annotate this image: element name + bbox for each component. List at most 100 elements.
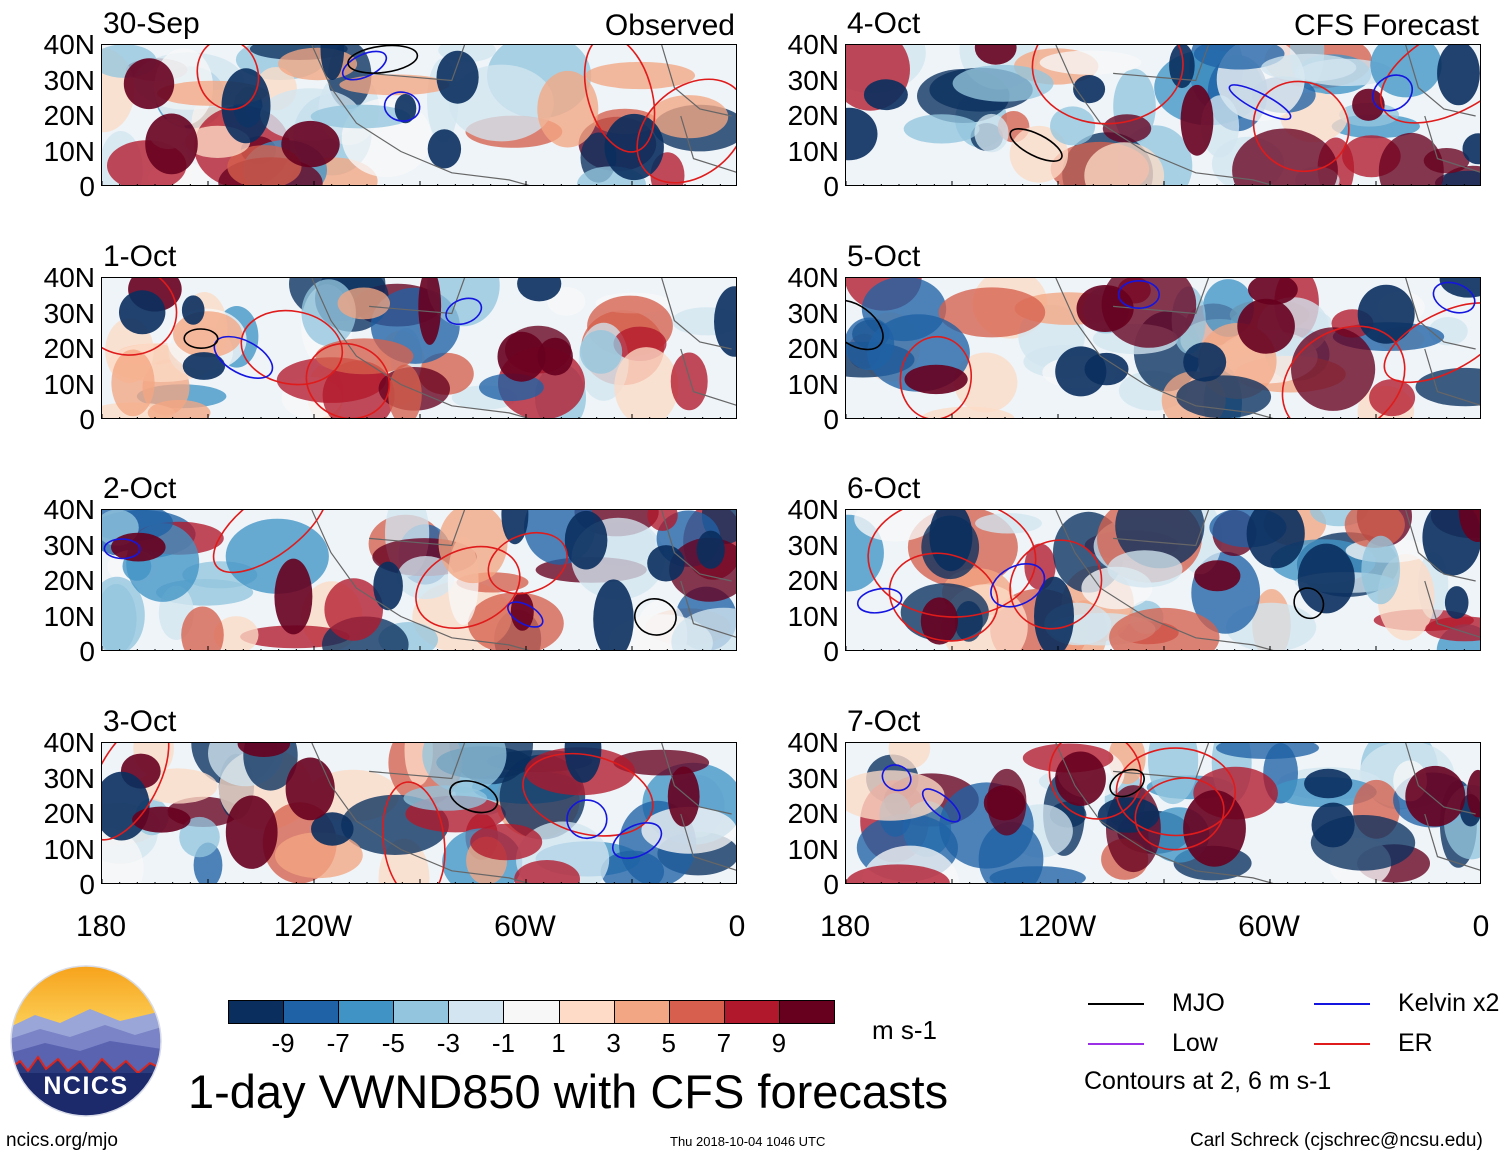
anomaly-shade xyxy=(1415,367,1480,407)
er-contour xyxy=(1009,539,1103,630)
lat-tick-label: 20N xyxy=(787,565,839,596)
anomaly-shade xyxy=(614,347,679,418)
colorbar-swatch xyxy=(338,1000,395,1024)
er-contour xyxy=(212,510,329,574)
anomaly-core xyxy=(1237,298,1295,354)
anomaly-shade xyxy=(1344,510,1405,548)
anomaly-core xyxy=(182,352,226,380)
mjo-contour xyxy=(1109,768,1145,798)
anomaly-shade xyxy=(921,406,1015,418)
anomaly-core xyxy=(181,295,205,325)
kelvin-contour xyxy=(213,335,274,379)
lon-tick-label: 120W xyxy=(273,910,353,943)
lat-tick-label: 0 xyxy=(823,404,839,435)
mjo-contour xyxy=(183,328,219,350)
anomaly-core xyxy=(1034,576,1074,650)
anomaly-core xyxy=(1352,88,1385,121)
kelvin-contour xyxy=(445,297,483,326)
anomaly-shade xyxy=(1291,327,1376,411)
anomaly-core xyxy=(537,337,573,376)
logo-text: NCICS xyxy=(43,1072,128,1100)
lat-tick-label: 20N xyxy=(43,565,95,596)
colorbar-units: m s-1 xyxy=(872,1015,937,1045)
anomaly-core xyxy=(1462,133,1480,165)
kelvin-contour xyxy=(856,587,903,614)
colorbar-swatch xyxy=(228,1000,285,1024)
er-contour xyxy=(1048,743,1142,820)
lat-tick-label: 40N xyxy=(787,262,839,293)
mjo-contour xyxy=(846,299,884,351)
er-contour xyxy=(102,278,178,356)
colorbar-swatch xyxy=(613,1000,670,1024)
anomaly-core xyxy=(564,510,608,570)
er-contour xyxy=(636,78,736,184)
anomaly-shade xyxy=(111,349,155,417)
panel-map xyxy=(101,742,737,884)
panel-tag: Observed xyxy=(604,9,735,42)
anomaly-shade xyxy=(671,607,736,650)
mjo-contour xyxy=(633,598,677,636)
anomaly-shade xyxy=(974,113,1009,153)
colorbar-label: -7 xyxy=(326,1028,350,1058)
anomaly-shade xyxy=(403,785,488,811)
panel-map xyxy=(101,44,737,186)
lat-tick-label: 30N xyxy=(43,297,95,329)
vwnd-field xyxy=(846,278,1480,418)
anomaly-core xyxy=(517,278,562,302)
kelvin-contour xyxy=(1228,84,1292,121)
anomaly-shade xyxy=(1176,375,1272,418)
panel-tag: CFS Forecast xyxy=(1293,9,1479,42)
er-contour xyxy=(102,743,170,841)
anomaly-shade xyxy=(600,850,665,883)
lat-tick-label: 10N xyxy=(43,135,95,167)
anomaly-shade xyxy=(397,556,455,600)
er-contour xyxy=(196,45,260,111)
anomaly-shade xyxy=(315,338,414,375)
anomaly-shade xyxy=(649,95,729,139)
colorbar-swatch xyxy=(558,1000,615,1024)
er-contour xyxy=(1281,325,1406,418)
kelvin-contour xyxy=(1432,281,1476,314)
kelvin-contour xyxy=(612,822,663,860)
anomaly-core xyxy=(285,757,335,821)
anomaly-shade xyxy=(579,330,623,374)
lat-tick-label: 10N xyxy=(43,368,95,400)
anomaly-core xyxy=(145,113,198,175)
anomaly-shade xyxy=(938,287,1046,338)
anomaly-core xyxy=(1194,560,1241,592)
er-contour xyxy=(583,45,656,153)
anomaly-shade xyxy=(227,145,302,185)
er-contour xyxy=(867,510,1037,618)
anomaly-shade xyxy=(975,513,1042,534)
legend-label: MJO xyxy=(1172,989,1225,1017)
anomaly-core xyxy=(237,743,290,757)
anomaly-core xyxy=(1183,342,1227,382)
panel-date: 3-Oct xyxy=(103,705,177,738)
lat-tick-label: 40N xyxy=(787,29,839,60)
footer-url[interactable]: ncics.org/mjo xyxy=(6,1130,118,1151)
anomaly-core xyxy=(904,364,968,395)
lat-tick-label: 20N xyxy=(43,333,95,364)
lat-tick-label: 10N xyxy=(787,368,839,400)
panel-map xyxy=(101,509,737,651)
panel-map xyxy=(845,44,1481,186)
lat-tick-label: 0 xyxy=(823,636,839,667)
anomaly-shade xyxy=(1261,53,1357,82)
anomaly-core xyxy=(1405,765,1466,827)
colorbar-swatch xyxy=(393,1000,450,1024)
er-contour xyxy=(487,531,568,595)
kelvin-contour xyxy=(383,91,421,122)
vwnd-field xyxy=(846,45,1480,185)
anomaly-core xyxy=(123,58,175,110)
er-contour xyxy=(1134,777,1225,851)
anomaly-shade xyxy=(147,399,211,418)
anomaly-core xyxy=(604,113,664,181)
lat-tick-label: 30N xyxy=(787,762,839,794)
vwnd-field xyxy=(102,45,736,185)
anomaly-shade xyxy=(1109,607,1220,650)
lat-tick-label: 30N xyxy=(43,529,95,561)
anomaly-shade xyxy=(173,311,243,358)
kelvin-contour xyxy=(341,50,388,81)
anomaly-shade xyxy=(670,352,708,411)
figure-title: 1-day VWND850 with CFS forecasts xyxy=(188,1065,949,1118)
